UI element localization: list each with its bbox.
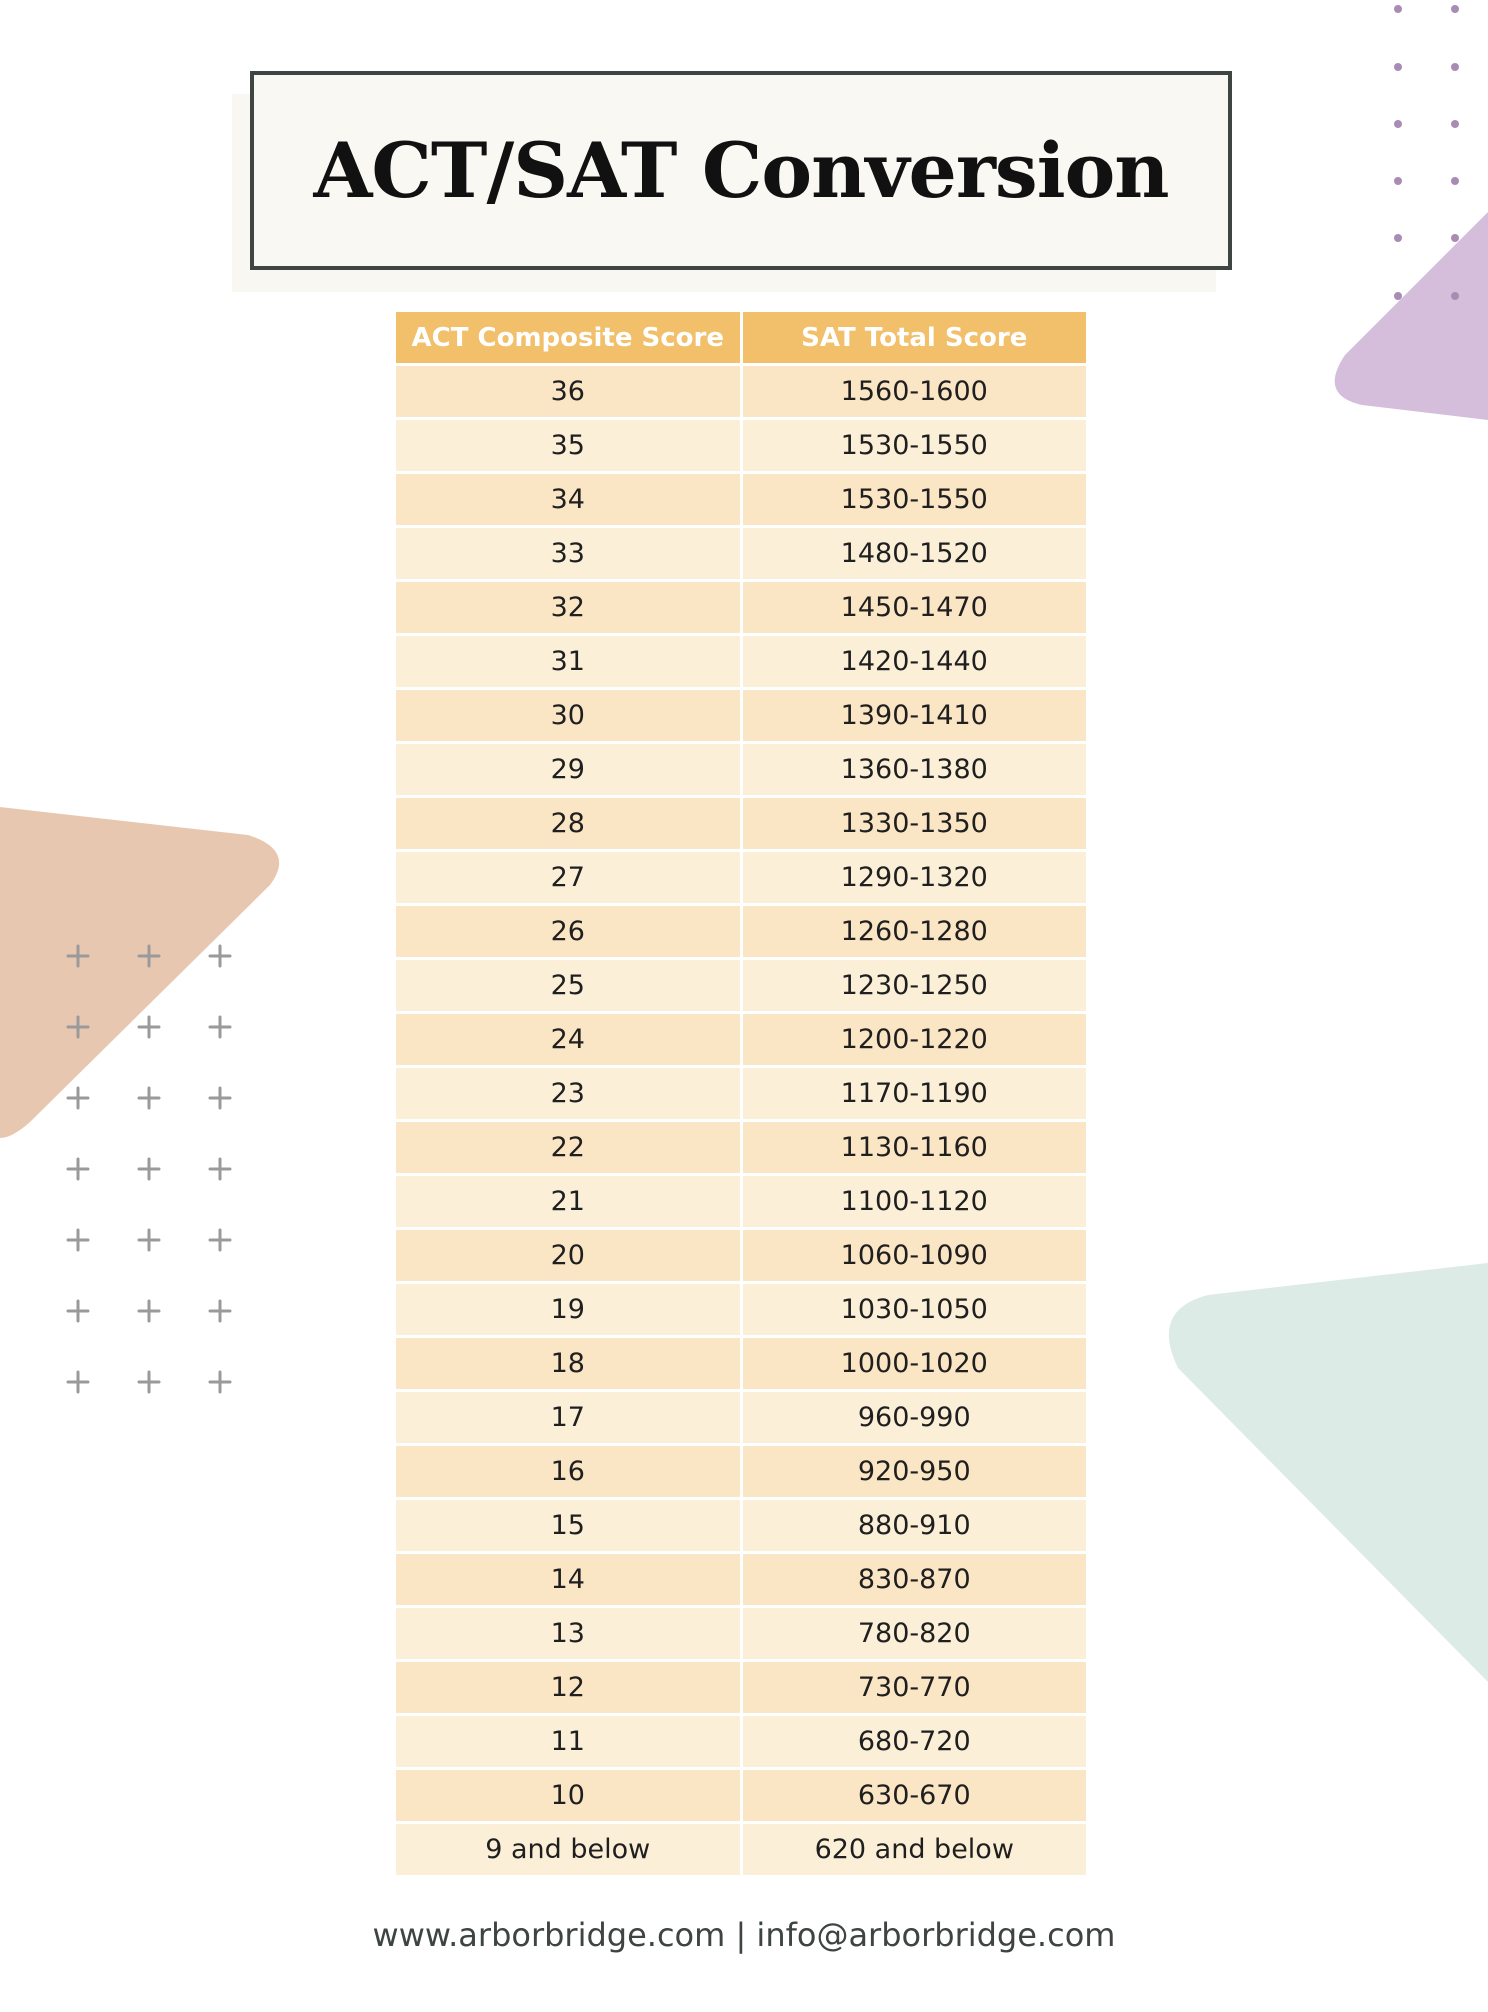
table-row: 35 1530-1550 bbox=[396, 420, 1086, 474]
title-box: ACT/SAT Conversion bbox=[250, 71, 1232, 270]
act-score-cell: 29 bbox=[396, 744, 743, 798]
sat-score-cell: 1000-1020 bbox=[742, 1338, 1086, 1392]
sat-score-cell: 880-910 bbox=[742, 1500, 1086, 1554]
header-sat-total: SAT Total Score bbox=[742, 312, 1086, 366]
table-row: 20 1060-1090 bbox=[396, 1230, 1086, 1284]
table-row: 12 730-770 bbox=[396, 1662, 1086, 1716]
table-row: 10 630-670 bbox=[396, 1770, 1086, 1824]
sat-score-cell: 1330-1350 bbox=[742, 798, 1086, 852]
table-row: 17 960-990 bbox=[396, 1392, 1086, 1446]
act-score-cell: 18 bbox=[396, 1338, 743, 1392]
act-score-cell: 35 bbox=[396, 420, 743, 474]
act-score-cell: 13 bbox=[396, 1608, 743, 1662]
peach-triangle-shape bbox=[0, 807, 280, 1138]
act-score-cell: 22 bbox=[396, 1122, 743, 1176]
act-score-cell: 20 bbox=[396, 1230, 743, 1284]
table-row: 13 780-820 bbox=[396, 1608, 1086, 1662]
sat-score-cell: 920-950 bbox=[742, 1446, 1086, 1500]
act-score-cell: 31 bbox=[396, 636, 743, 690]
act-score-cell: 16 bbox=[396, 1446, 743, 1500]
act-score-cell: 24 bbox=[396, 1014, 743, 1068]
sat-score-cell: 1480-1520 bbox=[742, 528, 1086, 582]
act-score-cell: 12 bbox=[396, 1662, 743, 1716]
sat-score-cell: 780-820 bbox=[742, 1608, 1086, 1662]
sat-score-cell: 1230-1250 bbox=[742, 960, 1086, 1014]
sat-score-cell: 1390-1410 bbox=[742, 690, 1086, 744]
sat-score-cell: 1100-1120 bbox=[742, 1176, 1086, 1230]
table-row: 9 and below 620 and below bbox=[396, 1824, 1086, 1878]
sat-score-cell: 1530-1550 bbox=[742, 420, 1086, 474]
table-row: 24 1200-1220 bbox=[396, 1014, 1086, 1068]
plus-grid bbox=[66, 944, 232, 1394]
act-score-cell: 25 bbox=[396, 960, 743, 1014]
sat-score-cell: 680-720 bbox=[742, 1716, 1086, 1770]
table-row: 16 920-950 bbox=[396, 1446, 1086, 1500]
sat-score-cell: 960-990 bbox=[742, 1392, 1086, 1446]
act-score-cell: 26 bbox=[396, 906, 743, 960]
act-score-cell: 9 and below bbox=[396, 1824, 743, 1878]
sat-score-cell: 1030-1050 bbox=[742, 1284, 1086, 1338]
sat-score-cell: 1260-1280 bbox=[742, 906, 1086, 960]
purple-dot-grid bbox=[1394, 5, 1459, 300]
table-row: 34 1530-1550 bbox=[396, 474, 1086, 528]
sat-score-cell: 1420-1440 bbox=[742, 636, 1086, 690]
sat-score-cell: 1200-1220 bbox=[742, 1014, 1086, 1068]
table-row: 15 880-910 bbox=[396, 1500, 1086, 1554]
sat-score-cell: 730-770 bbox=[742, 1662, 1086, 1716]
table-row: 26 1260-1280 bbox=[396, 906, 1086, 960]
sat-score-cell: 1170-1190 bbox=[742, 1068, 1086, 1122]
sat-score-cell: 1130-1160 bbox=[742, 1122, 1086, 1176]
table-row: 22 1130-1160 bbox=[396, 1122, 1086, 1176]
mint-triangle-shape bbox=[1168, 1263, 1488, 1682]
table-row: 21 1100-1120 bbox=[396, 1176, 1086, 1230]
table-row: 30 1390-1410 bbox=[396, 690, 1086, 744]
act-score-cell: 17 bbox=[396, 1392, 743, 1446]
act-score-cell: 23 bbox=[396, 1068, 743, 1122]
table-header-row: ACT Composite Score SAT Total Score bbox=[396, 312, 1086, 366]
act-score-cell: 32 bbox=[396, 582, 743, 636]
sat-score-cell: 1560-1600 bbox=[742, 366, 1086, 420]
sat-score-cell: 630-670 bbox=[742, 1770, 1086, 1824]
sat-score-cell: 1060-1090 bbox=[742, 1230, 1086, 1284]
act-score-cell: 19 bbox=[396, 1284, 743, 1338]
sat-score-cell: 1360-1380 bbox=[742, 744, 1086, 798]
sat-score-cell: 620 and below bbox=[742, 1824, 1086, 1878]
sat-score-cell: 1290-1320 bbox=[742, 852, 1086, 906]
table-row: 27 1290-1320 bbox=[396, 852, 1086, 906]
table-row: 25 1230-1250 bbox=[396, 960, 1086, 1014]
table-row: 18 1000-1020 bbox=[396, 1338, 1086, 1392]
sat-score-cell: 1450-1470 bbox=[742, 582, 1086, 636]
act-score-cell: 30 bbox=[396, 690, 743, 744]
act-score-cell: 11 bbox=[396, 1716, 743, 1770]
table-row: 33 1480-1520 bbox=[396, 528, 1086, 582]
table-row: 19 1030-1050 bbox=[396, 1284, 1086, 1338]
act-score-cell: 21 bbox=[396, 1176, 743, 1230]
table-row: 29 1360-1380 bbox=[396, 744, 1086, 798]
table-row: 28 1330-1350 bbox=[396, 798, 1086, 852]
act-score-cell: 10 bbox=[396, 1770, 743, 1824]
act-score-cell: 27 bbox=[396, 852, 743, 906]
conversion-table: ACT Composite Score SAT Total Score 36 15… bbox=[396, 312, 1086, 1878]
table-row: 36 1560-1600 bbox=[396, 366, 1086, 420]
sat-score-cell: 830-870 bbox=[742, 1554, 1086, 1608]
header-act-composite: ACT Composite Score bbox=[396, 312, 743, 366]
table-row: 23 1170-1190 bbox=[396, 1068, 1086, 1122]
act-score-cell: 36 bbox=[396, 366, 743, 420]
table-row: 14 830-870 bbox=[396, 1554, 1086, 1608]
page-title: ACT/SAT Conversion bbox=[313, 126, 1169, 215]
act-score-cell: 34 bbox=[396, 474, 743, 528]
table-row: 11 680-720 bbox=[396, 1716, 1086, 1770]
table-row: 32 1450-1470 bbox=[396, 582, 1086, 636]
act-score-cell: 14 bbox=[396, 1554, 743, 1608]
purple-triangle-shape bbox=[1334, 212, 1488, 420]
footer-contact: www.arborbridge.com | info@arborbridge.c… bbox=[372, 1916, 1116, 1954]
act-score-cell: 33 bbox=[396, 528, 743, 582]
sat-score-cell: 1530-1550 bbox=[742, 474, 1086, 528]
act-score-cell: 28 bbox=[396, 798, 743, 852]
act-score-cell: 15 bbox=[396, 1500, 743, 1554]
table-row: 31 1420-1440 bbox=[396, 636, 1086, 690]
